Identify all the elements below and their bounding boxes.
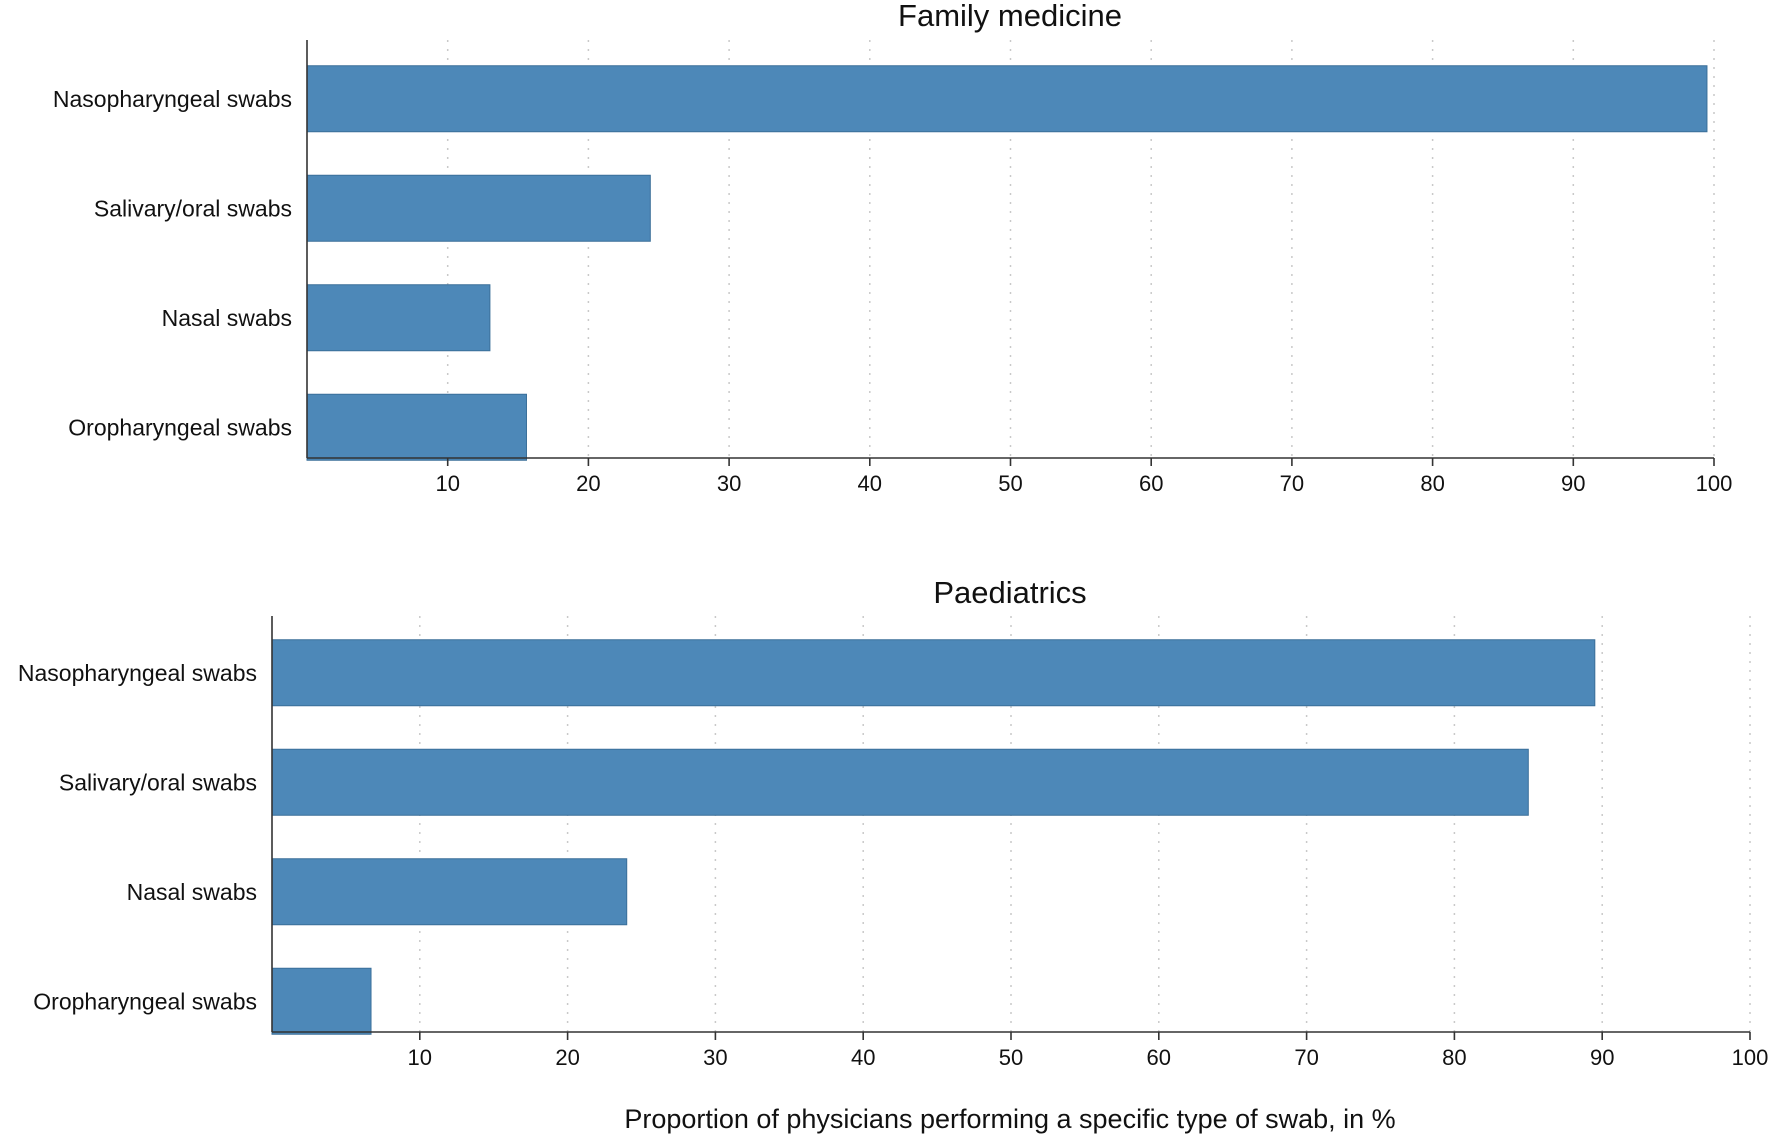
x-tick-label: 40 xyxy=(851,1045,875,1070)
x-tick-label: 100 xyxy=(1696,471,1733,496)
category-label: Oropharyngeal swabs xyxy=(68,414,292,440)
x-tick-label: 60 xyxy=(1147,1045,1171,1070)
x-tick-label: 90 xyxy=(1590,1045,1614,1070)
x-tick-label: 50 xyxy=(999,1045,1023,1070)
x-tick-label: 80 xyxy=(1442,1045,1466,1070)
panel-paediatrics: Nasopharyngeal swabs Salivary/oral swabs N… xyxy=(18,575,1768,1070)
x-tick-label: 70 xyxy=(1294,1045,1318,1070)
category-label: Nasopharyngeal swabs xyxy=(18,660,257,686)
bar-nasal-swabs xyxy=(271,858,628,926)
panel-title: Paediatrics xyxy=(933,575,1086,610)
x-tick-label: 20 xyxy=(576,471,600,496)
bar-nasopharyngeal-swabs xyxy=(306,65,1708,133)
x-tick-label: 10 xyxy=(435,471,459,496)
category-label: Nasal swabs xyxy=(127,879,257,905)
x-tick-label: 80 xyxy=(1420,471,1444,496)
x-tick-label: 40 xyxy=(858,471,882,496)
bar-salivary-oral-swabs xyxy=(306,174,651,242)
category-label: Nasopharyngeal swabs xyxy=(53,86,292,112)
x-tick-label: 10 xyxy=(408,1045,432,1070)
category-label: Nasal swabs xyxy=(162,305,292,331)
x-tick-label: 50 xyxy=(998,471,1022,496)
category-label: Salivary/oral swabs xyxy=(59,769,257,795)
x-tick-label: 100 xyxy=(1732,1045,1769,1070)
x-tick-label: 70 xyxy=(1280,471,1304,496)
panel-title: Family medicine xyxy=(898,0,1122,33)
category-label: Salivary/oral swabs xyxy=(94,195,292,221)
x-tick-label: 60 xyxy=(1139,471,1163,496)
bar-nasal-swabs xyxy=(306,284,491,352)
x-tick-label: 30 xyxy=(703,1045,727,1070)
x-axis-title: Proportion of physicians performing a sp… xyxy=(624,1104,1395,1134)
x-tick-label: 20 xyxy=(555,1045,579,1070)
bar-oropharyngeal-swabs xyxy=(306,393,527,461)
x-tick-label: 90 xyxy=(1561,471,1585,496)
bar-nasopharyngeal-swabs xyxy=(271,639,1596,707)
panel-family-medicine: Nasopharyngeal swabs Salivary/oral swabs N… xyxy=(53,0,1732,496)
x-tick-label: 30 xyxy=(717,471,741,496)
bar-oropharyngeal-swabs xyxy=(271,967,372,1035)
category-label: Oropharyngeal swabs xyxy=(33,988,257,1014)
bar-salivary-oral-swabs xyxy=(271,748,1529,816)
